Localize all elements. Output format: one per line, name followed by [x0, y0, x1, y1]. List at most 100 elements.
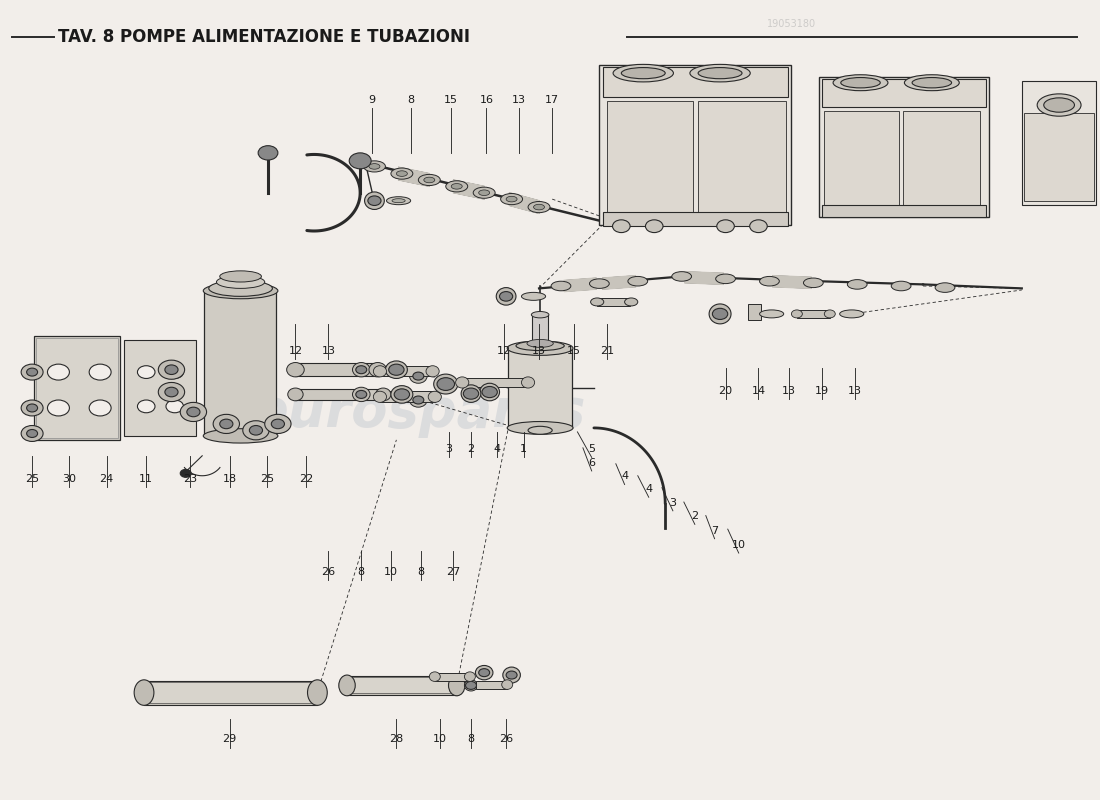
Circle shape [21, 400, 43, 416]
Ellipse shape [418, 174, 440, 186]
Bar [698, 101, 785, 217]
Text: 8: 8 [417, 567, 425, 577]
Ellipse shape [449, 675, 465, 696]
Text: 4: 4 [646, 484, 652, 494]
Bar [903, 110, 980, 210]
Circle shape [355, 366, 366, 374]
Ellipse shape [1044, 98, 1075, 112]
Circle shape [26, 430, 37, 438]
Text: TAV. 8 POMPE ALIMENTAZIONE E TUBAZIONI: TAV. 8 POMPE ALIMENTAZIONE E TUBAZIONI [58, 28, 471, 46]
Circle shape [463, 388, 478, 399]
Ellipse shape [220, 271, 262, 282]
Ellipse shape [396, 170, 407, 176]
Bar [603, 66, 788, 97]
Circle shape [166, 400, 184, 413]
Text: 24: 24 [100, 474, 113, 484]
Bar [346, 676, 456, 695]
Bar [508, 348, 572, 428]
Text: 1: 1 [520, 444, 527, 454]
Ellipse shape [613, 64, 673, 82]
Bar [296, 389, 383, 400]
Text: 2: 2 [691, 511, 698, 521]
Text: 13: 13 [321, 346, 336, 356]
Text: 17: 17 [546, 95, 559, 105]
Ellipse shape [480, 383, 499, 401]
Ellipse shape [339, 675, 355, 696]
Ellipse shape [507, 422, 573, 434]
Ellipse shape [527, 339, 553, 347]
Text: 12: 12 [288, 346, 302, 356]
Ellipse shape [833, 74, 888, 90]
Circle shape [355, 390, 366, 398]
Ellipse shape [375, 388, 390, 401]
Ellipse shape [373, 366, 386, 377]
Text: 10: 10 [732, 540, 746, 550]
Circle shape [158, 382, 185, 402]
Circle shape [349, 153, 371, 169]
Ellipse shape [373, 391, 386, 402]
Ellipse shape [840, 78, 880, 88]
Ellipse shape [287, 362, 305, 377]
Circle shape [506, 671, 517, 679]
Circle shape [89, 364, 111, 380]
Circle shape [47, 364, 69, 380]
Circle shape [478, 669, 490, 677]
Text: 4: 4 [621, 471, 628, 482]
Ellipse shape [426, 366, 439, 377]
Ellipse shape [503, 667, 520, 683]
Circle shape [250, 426, 263, 435]
Text: 18: 18 [222, 474, 236, 484]
Ellipse shape [507, 341, 573, 355]
Circle shape [138, 400, 155, 413]
Ellipse shape [912, 78, 952, 88]
Ellipse shape [628, 277, 648, 286]
Ellipse shape [500, 194, 522, 205]
Bar [796, 310, 829, 318]
Ellipse shape [672, 272, 692, 282]
Text: 9: 9 [368, 95, 376, 105]
Text: 12: 12 [497, 346, 512, 356]
Ellipse shape [625, 298, 638, 306]
Bar [379, 391, 434, 402]
Circle shape [482, 386, 497, 398]
Ellipse shape [461, 385, 481, 402]
Ellipse shape [473, 187, 495, 198]
Bar [205, 292, 276, 436]
Bar [379, 366, 432, 376]
Ellipse shape [506, 196, 517, 202]
Circle shape [26, 368, 37, 376]
Text: 5: 5 [588, 444, 595, 454]
Ellipse shape [891, 282, 911, 290]
Text: 20: 20 [718, 386, 733, 396]
Bar [824, 110, 899, 210]
Circle shape [465, 682, 476, 690]
Text: 8: 8 [407, 95, 415, 105]
Bar [822, 78, 986, 106]
Ellipse shape [385, 361, 407, 378]
Ellipse shape [134, 680, 154, 706]
Text: 10: 10 [433, 734, 448, 744]
Polygon shape [453, 180, 484, 199]
Ellipse shape [424, 177, 434, 182]
Circle shape [394, 389, 409, 400]
Ellipse shape [352, 387, 370, 402]
Ellipse shape [590, 279, 609, 288]
Circle shape [166, 366, 184, 378]
Bar [147, 682, 315, 703]
Bar [818, 77, 989, 217]
Ellipse shape [464, 680, 477, 691]
Circle shape [165, 365, 178, 374]
Ellipse shape [217, 276, 265, 288]
Ellipse shape [716, 274, 736, 284]
Polygon shape [564, 278, 596, 291]
Ellipse shape [528, 426, 552, 434]
Ellipse shape [363, 161, 385, 172]
Ellipse shape [433, 374, 458, 394]
Circle shape [613, 220, 630, 233]
Text: 10: 10 [384, 567, 398, 577]
Bar [748, 304, 761, 320]
Circle shape [646, 220, 663, 233]
Bar [600, 65, 791, 225]
Bar [1022, 81, 1097, 205]
Text: eurospares: eurospares [252, 386, 585, 438]
